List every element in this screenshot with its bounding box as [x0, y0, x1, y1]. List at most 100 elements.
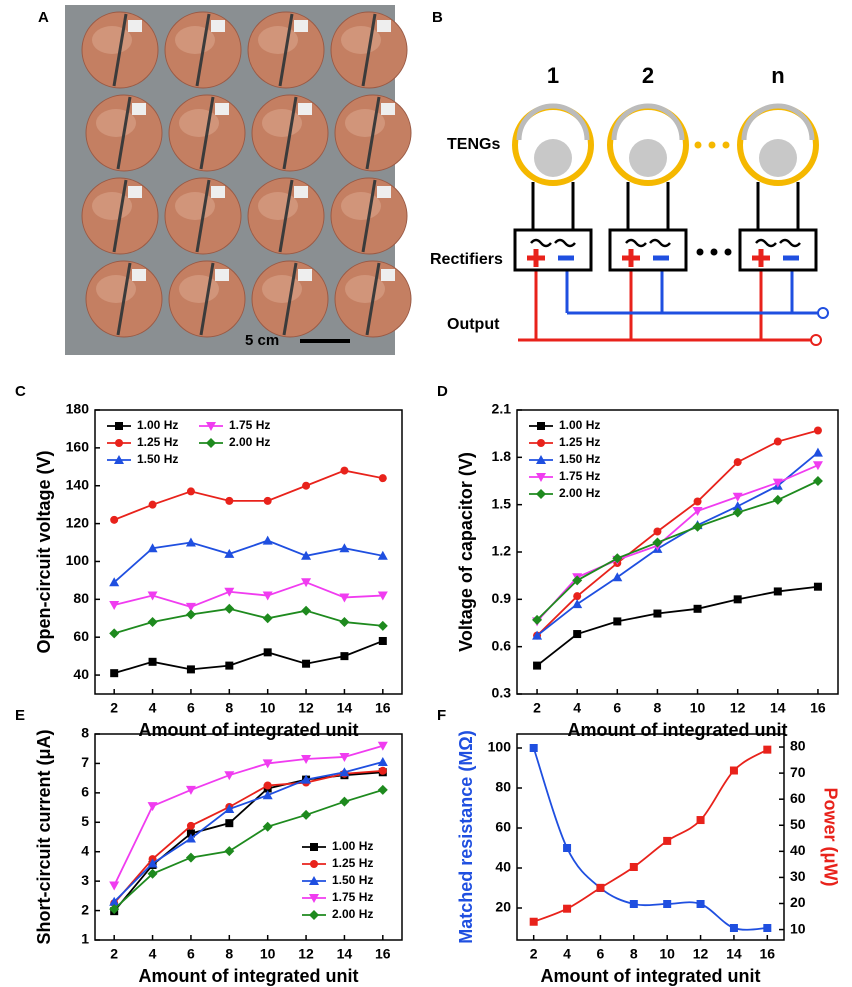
marker: [733, 595, 742, 604]
x-tick-label: 6: [613, 700, 621, 716]
x-tick-label: 12: [298, 946, 314, 962]
sphere-highlight: [96, 275, 136, 303]
marker: [302, 481, 311, 490]
y2-tick-label: 70: [790, 764, 806, 780]
marker: [532, 614, 543, 625]
marker: [148, 657, 157, 666]
marker: [224, 771, 235, 781]
y-tick-label: 80: [495, 779, 511, 795]
marker: [224, 587, 235, 597]
x-tick-label: 16: [810, 700, 826, 716]
marker: [262, 759, 273, 769]
marker: [147, 617, 158, 628]
x-tick-label: 4: [573, 700, 581, 716]
marker: [377, 620, 388, 631]
marker: [629, 900, 638, 908]
marker: [186, 487, 195, 496]
panel-letter: D: [437, 383, 448, 400]
marker: [533, 661, 542, 670]
marker: [532, 630, 543, 640]
marker: [263, 496, 272, 505]
series-line: [113, 607, 383, 635]
y-tick-label: 6: [81, 784, 89, 800]
sphere-seam: [116, 262, 132, 336]
series-line: [113, 581, 383, 608]
marker: [110, 669, 119, 678]
legend-marker: [310, 860, 318, 868]
marker: [147, 591, 158, 601]
marker: [186, 829, 195, 838]
legend-label: 1.50 Hz: [137, 452, 178, 466]
marker: [763, 745, 772, 754]
teng-ball: [759, 139, 797, 177]
chart: D 2 4 6 8 10 12 14 16 0.3 0.6 0.9 1.2 1.5 1.8 2.1 Amount…: [437, 383, 839, 740]
sphere-highlight: [92, 192, 132, 220]
marker: [529, 917, 538, 926]
sphere-seam: [199, 96, 215, 170]
sphere-highlight: [262, 109, 302, 137]
plus: [752, 249, 770, 267]
marker: [629, 862, 638, 871]
marker: [377, 741, 388, 751]
marker: [613, 617, 622, 626]
marker: [225, 661, 234, 670]
y-tick-label: 1: [81, 931, 89, 947]
legend-label: 1.75 Hz: [229, 418, 270, 432]
sphere-highlight: [258, 192, 298, 220]
legend-label: 1.25 Hz: [559, 435, 600, 449]
tape: [377, 20, 391, 32]
y2-tick-label: 30: [790, 868, 806, 884]
marker: [109, 896, 120, 906]
tape: [298, 103, 312, 115]
marker: [653, 527, 662, 536]
marker: [109, 628, 120, 639]
marker: [729, 766, 738, 775]
marker: [812, 461, 823, 471]
marker: [301, 809, 312, 820]
marker: [693, 497, 702, 506]
y2-axis-title: Power (μW): [820, 787, 840, 886]
marker: [563, 844, 572, 852]
sphere-seam: [282, 96, 298, 170]
marker: [572, 599, 583, 609]
y2-tick-label: 40: [790, 842, 806, 858]
tape: [381, 103, 395, 115]
marker: [612, 553, 623, 564]
x-tick-label: 4: [149, 946, 157, 962]
series-line: [536, 480, 819, 621]
legend-marker: [114, 455, 124, 464]
y2-tick-label: 20: [790, 894, 806, 910]
series-line: [113, 469, 383, 521]
sphere-seam: [365, 96, 381, 170]
y-tick-label: 100: [66, 552, 90, 568]
marker: [772, 478, 783, 488]
x-tick-label: 10: [260, 700, 276, 716]
marker: [224, 804, 235, 814]
legend-label: 1.00 Hz: [332, 839, 373, 853]
marker: [612, 572, 623, 582]
marker: [663, 836, 672, 845]
series-line: [536, 464, 819, 623]
dot: [710, 248, 718, 256]
y2-tick-label: 60: [790, 790, 806, 806]
legend-marker: [310, 843, 318, 851]
y-tick-label: 0.9: [492, 590, 512, 606]
sphere-highlight: [341, 192, 381, 220]
sphere-highlight: [96, 109, 136, 137]
marker: [529, 744, 538, 752]
sphere-highlight: [179, 109, 219, 137]
sphere-highlight: [175, 192, 215, 220]
series-line: [536, 429, 819, 637]
sphere-seam: [365, 262, 381, 336]
x-tick-label: 14: [770, 700, 786, 716]
column-label: n: [771, 63, 784, 88]
x-tick-label: 6: [187, 946, 195, 962]
sphere-seam: [282, 262, 298, 336]
marker: [339, 617, 350, 628]
marker: [262, 821, 273, 832]
y-tick-label: 140: [66, 476, 90, 492]
marker: [185, 602, 196, 612]
panel-letter: A: [38, 9, 49, 26]
